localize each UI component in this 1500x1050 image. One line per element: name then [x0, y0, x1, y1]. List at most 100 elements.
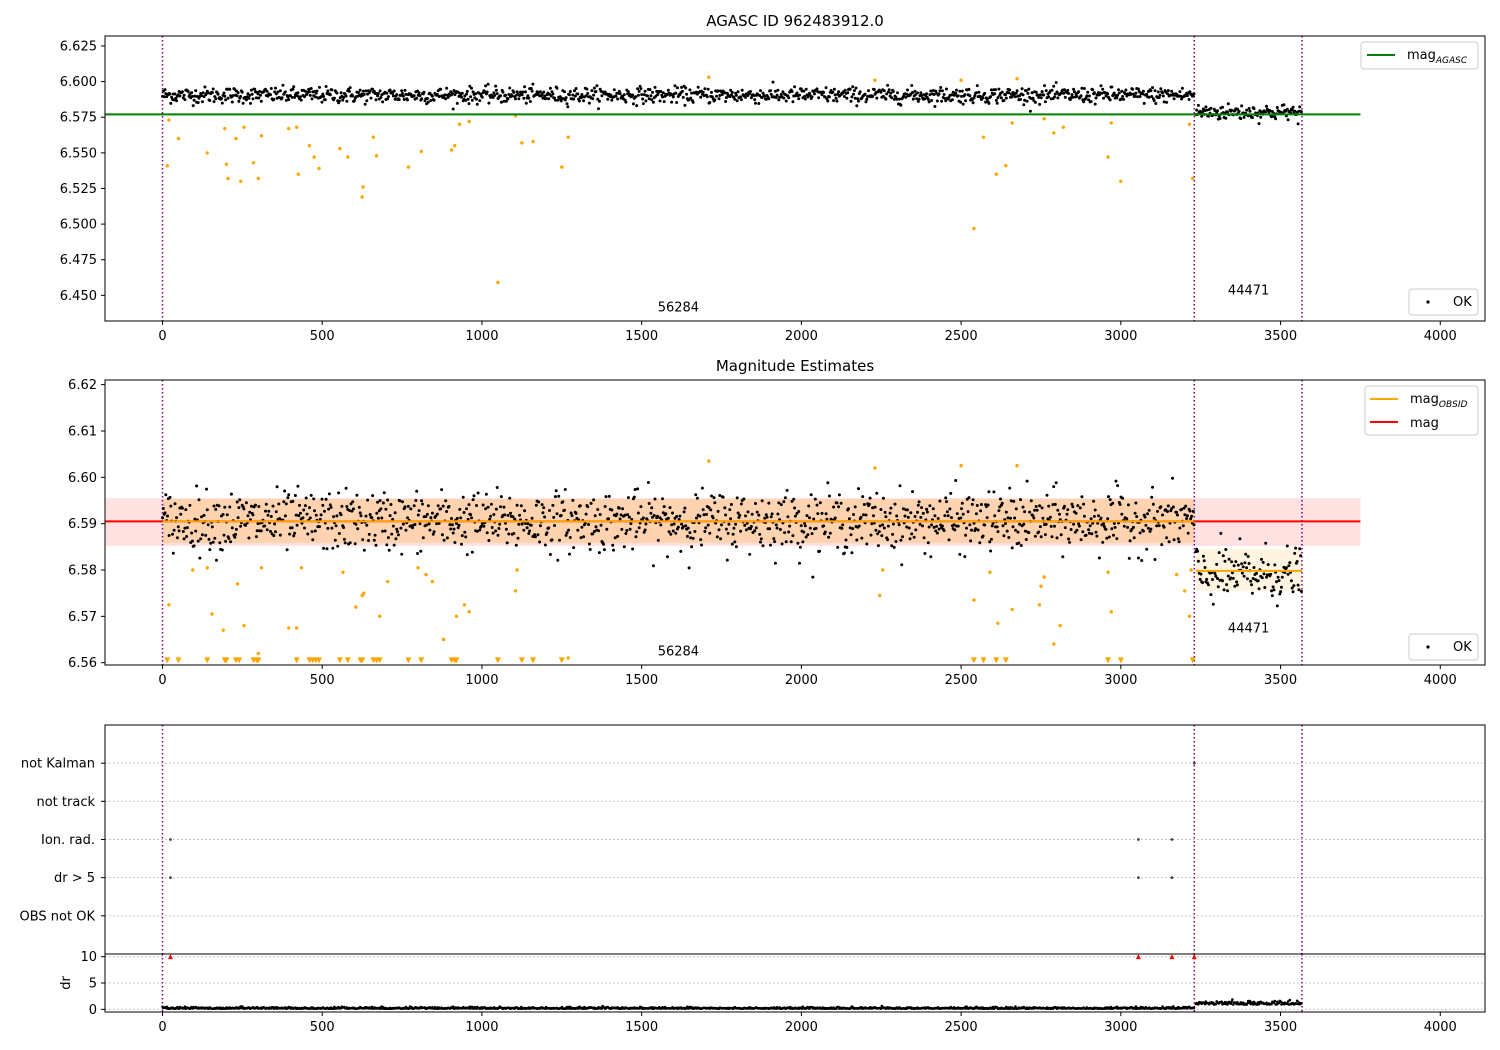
p1-point-ok	[1056, 96, 1060, 100]
p1-point-ok	[190, 94, 194, 98]
p2-point-ok	[890, 544, 894, 548]
p2-point-ok	[1176, 537, 1180, 541]
p2-point-ok	[783, 496, 787, 500]
p1-point-ok	[287, 98, 291, 102]
p2-point-ok	[1097, 556, 1101, 560]
p2-point-ok	[1069, 528, 1073, 531]
p2-point-ok	[921, 524, 924, 528]
p2-point-ok	[792, 497, 796, 501]
p2-point-ok	[733, 540, 737, 544]
p2-point-outlier	[221, 628, 225, 632]
p2-point-ok	[928, 504, 932, 508]
p1-point-ok	[1123, 92, 1127, 96]
p2-point-ok	[214, 507, 218, 511]
p1-point-ok	[596, 97, 600, 101]
p1-point-ok	[856, 97, 860, 101]
p1-point-ok	[249, 88, 253, 92]
p2-point-ok	[656, 514, 659, 518]
p2-point-ok	[855, 538, 859, 542]
p2-point-ok	[489, 514, 493, 518]
p2-point-ok	[504, 527, 508, 531]
p1-point-ok	[504, 99, 508, 103]
p1-xtick-label: 3500	[1264, 329, 1297, 344]
p1-point-ok	[999, 96, 1003, 100]
legend-box	[1360, 41, 1479, 70]
legend-marker-ok	[1426, 300, 1430, 304]
p1-point-ok	[616, 97, 620, 101]
p2-point-ok	[413, 523, 417, 526]
p1-point-ok	[1037, 95, 1041, 99]
p2-point-ok	[359, 514, 363, 518]
p2-point-ok	[723, 506, 727, 510]
p2-point-ok	[664, 512, 668, 516]
p2-point-ok	[579, 536, 583, 540]
p2-point-ok	[502, 505, 506, 509]
p2-point-outlier	[881, 568, 885, 572]
p2-point-ok	[1240, 562, 1244, 566]
p2-point-ok	[1271, 585, 1275, 589]
p1-point-ok	[530, 89, 534, 93]
p1-xtick-label: 0	[158, 329, 166, 344]
p4-dr-point	[1300, 1002, 1303, 1005]
p1-point-ok	[994, 88, 997, 92]
p2-point-ok	[796, 541, 800, 545]
p1-point-ok	[272, 97, 276, 101]
p1-point-ok	[248, 93, 252, 97]
p1-point-ok	[363, 102, 367, 106]
p1-point-ok	[290, 95, 294, 99]
p2-point-ok	[759, 537, 763, 541]
p1-point-ok	[320, 100, 324, 104]
p4-dr-point	[1220, 1000, 1223, 1003]
p1-point-ok	[247, 96, 251, 100]
p2-point-ok	[401, 522, 405, 526]
p2-point-ok	[310, 530, 314, 534]
p2-point-ok	[734, 522, 738, 526]
p1-point-ok	[507, 93, 511, 96]
p1-point-ok	[550, 90, 554, 94]
p2-point-ok	[1102, 525, 1106, 528]
p2-point-ok	[996, 530, 1000, 534]
p2-point-ok	[1054, 481, 1058, 485]
p1-point-ok	[1022, 103, 1026, 107]
p2-obsid-label: 56284	[658, 645, 699, 660]
p2-point-outlier	[996, 621, 1000, 625]
p1-point-ok	[956, 94, 960, 98]
p2-point-ok	[999, 497, 1002, 501]
p2-point-ok	[378, 499, 382, 503]
p1-point-ok	[240, 90, 244, 94]
p2-point-ok	[1082, 514, 1086, 518]
p1-point-ok	[1117, 91, 1121, 95]
p2-point-ok	[918, 522, 922, 526]
p2-point-outlier	[462, 603, 467, 607]
p2-point-ok	[658, 516, 662, 520]
p1-point-ok	[584, 94, 588, 98]
p1-point-ok	[439, 87, 443, 91]
p1-point-ok	[352, 99, 356, 103]
p2-point-ok	[168, 495, 172, 499]
p1-point-ok	[211, 87, 215, 91]
p1-point-ok	[1265, 104, 1268, 108]
p1-point-ok	[484, 84, 488, 88]
p1-point-ok	[975, 84, 979, 88]
p1-point-ok	[585, 87, 589, 91]
p1-point-ok	[612, 88, 616, 92]
p2-point-ok	[1075, 528, 1079, 532]
p1-point-outlier	[360, 195, 364, 199]
p2-point-below-range	[405, 657, 412, 664]
p2-point-ok	[617, 506, 621, 510]
p1-point-ok	[293, 95, 297, 99]
p1-point-ok	[977, 90, 981, 94]
p2-point-ok	[656, 538, 660, 542]
p2-point-ok	[328, 503, 332, 507]
p2-point-ok	[626, 513, 630, 517]
p2-point-ok	[591, 532, 595, 536]
p1-point-ok	[549, 94, 553, 98]
p2-point-ok	[1196, 549, 1200, 553]
p1-point-ok	[446, 95, 450, 99]
p1-point-ok	[344, 94, 348, 98]
p2-point-ok	[871, 506, 875, 510]
p1-point-ok	[1124, 88, 1128, 92]
p2-point-ok	[773, 561, 777, 565]
p2-point-ok	[668, 506, 672, 510]
p2-point-ok	[486, 505, 490, 509]
